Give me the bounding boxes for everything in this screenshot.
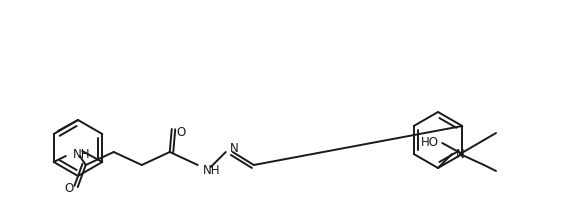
- Text: O: O: [176, 125, 185, 139]
- Text: NH: NH: [72, 149, 90, 161]
- Text: HO: HO: [422, 136, 439, 150]
- Text: O: O: [64, 182, 74, 194]
- Text: N: N: [230, 141, 238, 155]
- Text: NH: NH: [203, 163, 220, 177]
- Text: N: N: [456, 147, 465, 161]
